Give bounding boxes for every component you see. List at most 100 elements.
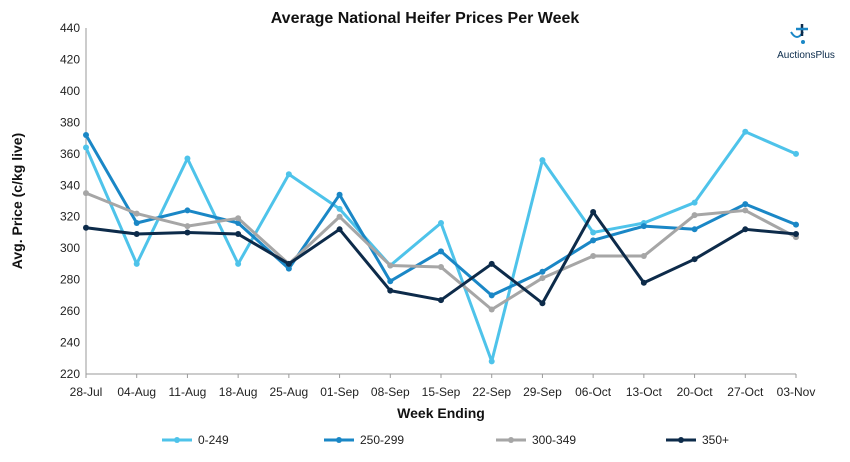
x-tick-label: 01-Sep — [320, 385, 359, 399]
series-layer — [83, 128, 799, 365]
x-tick-label: 29-Sep — [523, 385, 562, 399]
data-point — [336, 226, 343, 233]
series-line — [84, 130, 797, 363]
data-point — [235, 215, 242, 222]
x-tick-label: 18-Aug — [219, 385, 258, 399]
data-point — [640, 279, 647, 286]
data-point — [742, 128, 749, 135]
data-point — [793, 150, 799, 157]
data-point — [387, 278, 394, 285]
legend-swatch-marker — [508, 437, 514, 443]
auctionsplus-logo-icon — [790, 24, 808, 44]
data-point — [640, 223, 647, 230]
data-point — [793, 231, 799, 238]
data-point — [590, 237, 597, 244]
series-0-249 — [83, 128, 799, 365]
chart-title: Average National Heifer Prices Per Week — [271, 10, 580, 27]
logo-text: AuctionsPlus — [777, 50, 835, 61]
data-point — [285, 265, 292, 272]
data-point — [742, 226, 749, 233]
data-point — [793, 221, 799, 228]
legend-swatch-marker — [174, 437, 180, 443]
data-point — [590, 229, 597, 236]
legend-label: 300-349 — [532, 433, 576, 447]
data-point — [133, 210, 140, 217]
data-point — [133, 220, 140, 227]
legend-item: 250-299 — [324, 433, 404, 447]
data-point — [640, 253, 647, 260]
x-tick-label: 03-Nov — [777, 385, 816, 399]
series-350+ — [83, 209, 799, 307]
data-point — [742, 207, 749, 214]
x-tick-label: 25-Aug — [270, 385, 309, 399]
data-point — [83, 224, 89, 231]
data-point — [83, 144, 89, 151]
data-point — [590, 253, 597, 260]
data-point — [438, 264, 444, 271]
data-point — [336, 213, 343, 220]
data-point — [235, 260, 242, 267]
x-tick-label: 27-Oct — [727, 385, 764, 399]
x-tick-labels: 28-Jul 04-Aug 11-Aug 18-Aug 25-Aug 01-Sep 08-S… — [70, 374, 816, 399]
data-point — [387, 262, 394, 269]
x-tick-label: 06-Oct — [575, 385, 612, 399]
y-tick-label: 220 — [60, 367, 80, 381]
data-point — [184, 229, 191, 236]
data-point — [691, 226, 698, 233]
data-point — [336, 191, 343, 198]
legend: 0-249 250-299 300-349 350+ — [162, 433, 729, 447]
legend-label: 250-299 — [360, 433, 404, 447]
legend-label: 350+ — [702, 433, 729, 447]
data-point — [184, 207, 191, 214]
data-point — [488, 306, 495, 313]
data-point — [539, 268, 546, 275]
y-tick-label: 300 — [60, 241, 80, 255]
y-tick-label: 420 — [60, 52, 80, 66]
data-point — [691, 256, 698, 263]
y-tick-label: 440 — [60, 21, 80, 35]
data-point — [691, 199, 698, 206]
data-point — [133, 231, 140, 238]
data-point — [387, 287, 394, 294]
x-tick-label: 08-Sep — [371, 385, 410, 399]
data-point — [83, 131, 89, 138]
x-tick-label: 11-Aug — [169, 385, 207, 399]
data-point — [133, 260, 140, 267]
y-axis-title: Avg. Price (c/kg live) — [9, 133, 25, 269]
data-point — [742, 201, 749, 208]
y-tick-label: 320 — [60, 210, 80, 224]
y-tick-label: 260 — [60, 304, 80, 318]
y-tick-label: 380 — [60, 115, 80, 129]
y-tick-labels: 220 240 260 280 300 320 340 360 380 400 420 440 — [60, 21, 80, 381]
x-tick-label: 28-Jul — [70, 385, 103, 399]
legend-label: 0-249 — [198, 433, 229, 447]
data-point — [438, 297, 444, 304]
y-tick-label: 240 — [60, 336, 80, 350]
data-point — [488, 358, 495, 365]
x-tick-label: 15-Sep — [422, 385, 461, 399]
data-point — [285, 260, 292, 267]
data-point — [590, 209, 597, 216]
data-point — [438, 220, 444, 227]
x-tick-label: 04-Aug — [117, 385, 156, 399]
legend-item: 300-349 — [496, 433, 576, 447]
data-point — [438, 248, 444, 255]
y-tick-label: 340 — [60, 178, 80, 192]
data-point — [539, 300, 546, 307]
x-tick-label: 13-Oct — [626, 385, 663, 399]
data-point — [285, 171, 292, 178]
x-tick-label: 22-Sep — [472, 385, 511, 399]
data-point — [184, 155, 191, 162]
data-point — [488, 260, 495, 267]
legend-swatch-marker — [336, 437, 342, 443]
legend-swatch-marker — [678, 437, 684, 443]
y-tick-label: 400 — [60, 84, 80, 98]
data-point — [539, 157, 546, 164]
x-tick-label: 20-Oct — [677, 385, 714, 399]
data-point — [691, 212, 698, 219]
legend-item: 350+ — [666, 433, 729, 447]
legend-item: 0-249 — [162, 433, 229, 447]
data-point — [336, 205, 343, 212]
data-point — [235, 231, 242, 238]
